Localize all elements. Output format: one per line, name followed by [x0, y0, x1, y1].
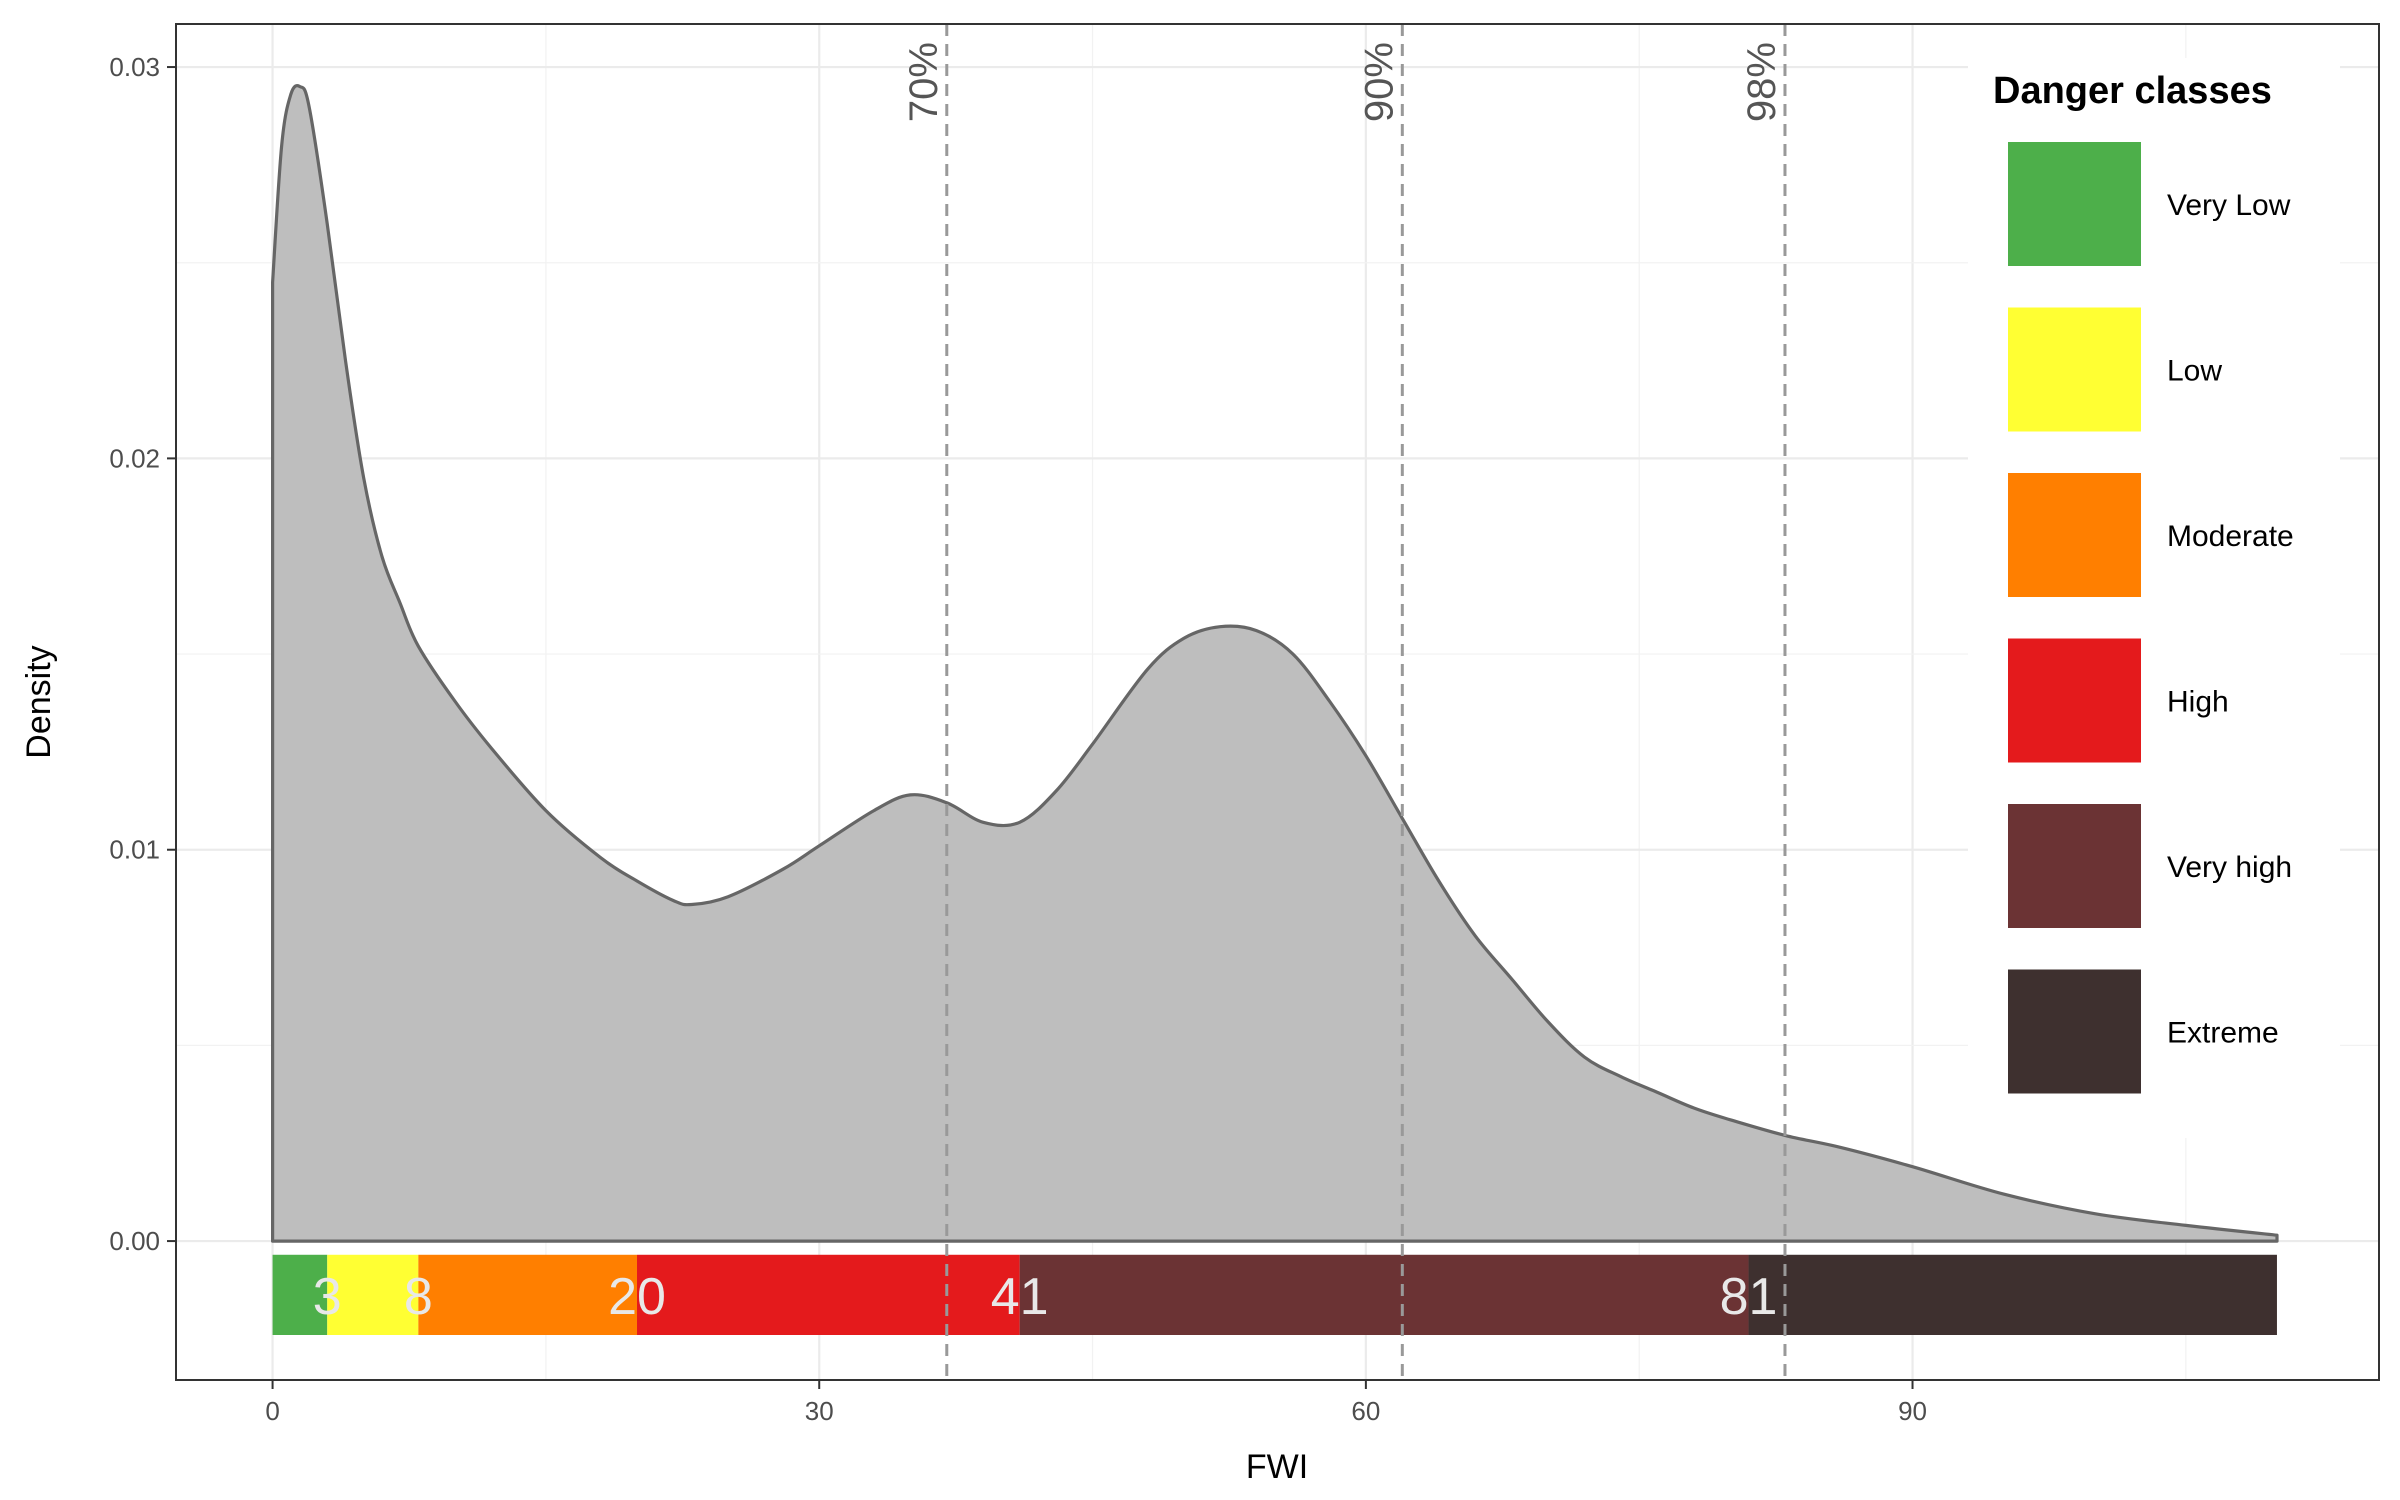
x-tick-label: 90: [1898, 1396, 1927, 1426]
y-tick-label: 0.00: [109, 1226, 160, 1256]
percentile-label: 90%: [1357, 42, 1401, 122]
percentile-layer: 70% 90% 98%: [902, 24, 1787, 1380]
legend-key: [2008, 142, 2141, 266]
danger-segment: [272, 1254, 328, 1335]
danger-segment: [1019, 1254, 1749, 1335]
danger-threshold-label: 8: [404, 1268, 433, 1326]
danger-threshold-label: 41: [991, 1268, 1049, 1326]
legend-label: Low: [2167, 355, 2222, 388]
legend-label: High: [2167, 686, 2229, 719]
danger-segment: [1748, 1254, 2277, 1335]
legend-key: [2008, 969, 2141, 1094]
legend-label: Moderate: [2167, 520, 2294, 553]
legend-label: Very high: [2167, 851, 2292, 884]
legend-label: Extreme: [2167, 1017, 2279, 1050]
density-line: [271, 84, 2279, 1243]
danger-segment: [327, 1254, 419, 1335]
x-tick-label: 0: [265, 1396, 279, 1426]
density-area: [272, 85, 2278, 1242]
danger-bar: 3 8 20 41 81: [272, 1254, 2277, 1335]
y-tick-label: 0.01: [109, 835, 160, 865]
density-layer: [271, 84, 2279, 1243]
x-tick-label: 30: [805, 1396, 834, 1426]
percentile-label: 70%: [902, 42, 946, 122]
y-tick-label: 0.03: [109, 52, 160, 82]
y-axis-title: Density: [20, 645, 58, 758]
panel-border: [175, 23, 2380, 1381]
x-axis-title: FWI: [1246, 1448, 1308, 1486]
legend-key: [2008, 307, 2141, 432]
legend-key: [2008, 804, 2141, 928]
percentile-label: 98%: [1740, 42, 1784, 122]
danger-segment: [418, 1254, 638, 1335]
legend: Danger classes Very Low Low Moderate High Ve…: [1968, 58, 2340, 1138]
danger-threshold-label: 81: [1720, 1268, 1778, 1326]
legend-key: [2008, 638, 2141, 763]
legend-key: [2008, 473, 2141, 597]
danger-threshold-label: 3: [313, 1268, 342, 1326]
axis-layer: 0 30 60 90 0.00 0.01 0.02 0.03: [109, 52, 1927, 1426]
legend-title: Danger classes: [1993, 70, 2272, 112]
y-tick-label: 0.02: [109, 443, 160, 473]
x-tick-label: 60: [1351, 1396, 1380, 1426]
legend-label: Very Low: [2167, 189, 2291, 222]
danger-threshold-label: 20: [608, 1268, 666, 1326]
danger-segment: [637, 1254, 1020, 1335]
